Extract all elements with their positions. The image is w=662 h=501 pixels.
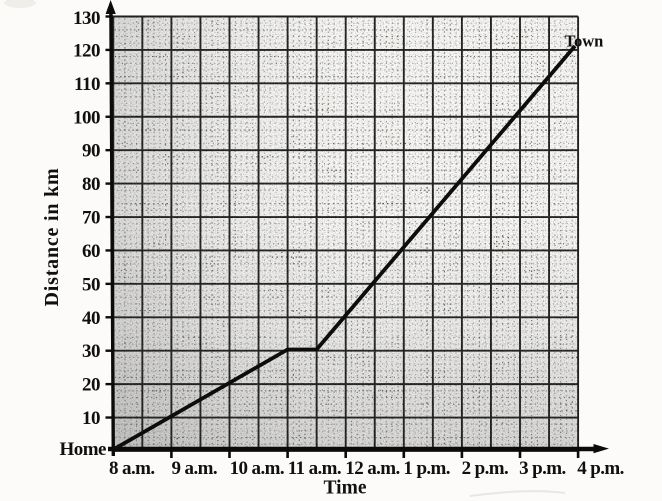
svg-text:8 a.m.: 8 a.m. [109,458,154,479]
svg-text:30: 30 [82,341,100,362]
svg-text:110: 110 [74,74,100,95]
svg-text:Home: Home [59,439,106,460]
svg-text:Distance in km: Distance in km [41,168,63,307]
svg-text:50: 50 [82,274,100,295]
svg-text:90: 90 [82,141,100,162]
svg-text:12 a.m.: 12 a.m. [345,458,399,479]
svg-text:9 a.m.: 9 a.m. [172,458,217,479]
svg-text:130: 130 [73,8,100,29]
svg-text:80: 80 [82,174,100,195]
svg-text:2 p.m.: 2 p.m. [462,458,509,479]
svg-text:20: 20 [82,375,100,396]
svg-text:70: 70 [82,208,100,229]
svg-text:3 p.m.: 3 p.m. [519,458,566,479]
svg-text:Town: Town [565,32,604,51]
svg-text:4 p.m.: 4 p.m. [577,458,624,479]
svg-text:10: 10 [82,408,100,429]
svg-text:60: 60 [82,241,100,262]
svg-text:11 a.m.: 11 a.m. [288,458,341,479]
svg-text:10 a.m.: 10 a.m. [230,458,284,479]
svg-text:40: 40 [82,308,100,329]
svg-text:Time: Time [324,478,367,499]
svg-text:1 p.m.: 1 p.m. [403,458,450,479]
svg-text:120: 120 [73,40,100,61]
svg-text:100: 100 [73,107,100,128]
